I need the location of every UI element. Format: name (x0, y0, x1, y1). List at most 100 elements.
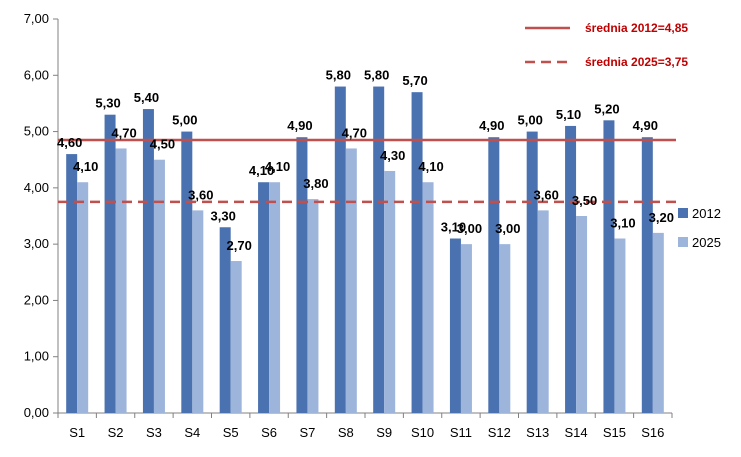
x-tick-label: S13 (526, 425, 549, 440)
x-tick-label: S4 (184, 425, 200, 440)
x-tick-label: S10 (411, 425, 434, 440)
bar-2025-S6 (269, 182, 281, 413)
bar-2012-S11 (449, 238, 461, 413)
data-label-2025-S15: 3,10 (610, 216, 635, 231)
data-label-2025-S5: 2,70 (227, 238, 252, 253)
y-tick-label: 7,00 (24, 11, 49, 26)
bar-2012-S16 (641, 137, 653, 413)
legend-label-2025: 2025 (692, 235, 721, 250)
data-label-2025-S6: 4,10 (265, 159, 290, 174)
reference-lines (58, 138, 676, 204)
bar-2012-S12 (488, 137, 500, 413)
bar-2012-S4 (181, 131, 193, 414)
bar-2012-S3 (142, 109, 154, 414)
data-label-2012-S16: 4,90 (633, 118, 658, 133)
legend: średnia 2012=4,85 średnia 2025=3,75 2012 20… (525, 21, 721, 250)
legend-swatch-2025 (678, 237, 688, 247)
legend-label-2012: 2012 (692, 206, 721, 221)
data-label-2025-S13: 3,60 (534, 187, 559, 202)
data-label-2025-S1: 4,10 (73, 159, 98, 174)
x-tick-label: S5 (223, 425, 239, 440)
bar-2025-S15 (614, 238, 626, 413)
x-tick-label: S11 (450, 425, 472, 440)
data-label-2025-S8: 4,70 (342, 125, 367, 140)
bar-2012-S13 (526, 131, 538, 414)
bar-2012-S1 (66, 154, 78, 414)
y-tick-label: 5,00 (24, 124, 49, 139)
bar-2025-S7 (307, 199, 319, 413)
bar-2025-S12 (499, 244, 511, 413)
x-tick-label: S6 (261, 425, 277, 440)
y-tick-label: 0,00 (24, 405, 49, 420)
bar-2025-S10 (422, 182, 434, 413)
bar-2025-S9 (384, 170, 396, 413)
x-tick-label: S8 (338, 425, 354, 440)
y-tick-label: 2,00 (24, 292, 49, 307)
bar-2025-S3 (153, 159, 165, 413)
data-label-2012-S14: 5,10 (556, 107, 581, 122)
bar-2012-S15 (603, 120, 615, 414)
y-tick-label: 1,00 (24, 349, 49, 364)
bar-2025-S1 (77, 182, 89, 413)
legend-swatch-2012 (678, 208, 688, 218)
y-tick-label: 3,00 (24, 236, 49, 251)
bar-2012-S5 (219, 227, 231, 413)
x-tick-label: S1 (69, 425, 85, 440)
data-label-2025-S11: 3,00 (457, 221, 482, 236)
data-label-2012-S10: 5,70 (402, 73, 427, 88)
data-label-2012-S7: 4,90 (287, 118, 312, 133)
bar-2025-S4 (192, 210, 204, 413)
x-tick-label: S14 (564, 425, 587, 440)
data-label-2012-S5: 3,30 (211, 208, 236, 223)
data-label-2012-S4: 5,00 (172, 113, 197, 128)
bar-2012-S10 (411, 92, 423, 414)
data-labels: 4,60 5,30 5,40 5,00 3,30 4,10 4,90 5,80 5,80 5,70… (57, 68, 674, 253)
y-tick-label: 6,00 (24, 67, 49, 82)
data-label-2025-S9: 4,30 (380, 148, 405, 163)
data-label-2025-S7: 3,80 (303, 176, 328, 191)
data-label-2012-S2: 5,30 (95, 96, 120, 111)
x-tick-label: S12 (488, 425, 511, 440)
x-tick-label: S16 (641, 425, 664, 440)
data-label-2012-S8: 5,80 (326, 68, 351, 83)
bar-2025-S16 (652, 232, 664, 413)
bar-2012-S14 (565, 125, 577, 413)
data-label-2025-S2: 4,70 (111, 125, 136, 140)
bar-2025-S5 (230, 261, 242, 413)
bar-2025-S8 (345, 148, 357, 413)
x-tick-label: S15 (603, 425, 626, 440)
bar-2025-S2 (115, 148, 127, 413)
data-label-2025-S4: 3,60 (188, 187, 213, 202)
bar-2025-S14 (576, 216, 588, 413)
x-tick-label: S7 (299, 425, 315, 440)
data-label-2025-S16: 3,20 (649, 210, 674, 225)
data-label-2012-S1: 4,60 (57, 135, 82, 150)
bar-2025-S11 (460, 244, 472, 413)
bar-2012-S2 (104, 114, 116, 413)
x-tick-label: S2 (108, 425, 124, 440)
data-label-2025-S12: 3,00 (495, 221, 520, 236)
bar-series-group (66, 86, 664, 414)
data-label-2025-S3: 4,50 (150, 137, 175, 152)
x-tick-label: S9 (376, 425, 392, 440)
data-label-2012-S6: 4,10 (249, 163, 274, 178)
data-label-2025-S14: 3,50 (572, 193, 597, 208)
data-label-2025-S10: 4,10 (418, 159, 443, 174)
data-label-2012-S12: 4,90 (479, 118, 504, 133)
bar-2012-S8 (334, 86, 346, 414)
data-label-2012-S3: 5,40 (134, 90, 159, 105)
legend-reference-label-2: średnia 2025=3,75 (585, 55, 688, 69)
bar-2012-S7 (296, 137, 308, 413)
legend-reference-label-1: średnia 2012=4,85 (585, 21, 688, 35)
bar-2012-S9 (373, 86, 385, 414)
bar-2012-S6 (258, 182, 270, 413)
data-label-2012-S11: 3,10 (441, 220, 466, 235)
data-label-2012-S9: 5,80 (364, 68, 389, 83)
y-axis: 0,00 1,00 2,00 3,00 4,00 5,00 6,00 7,00 (24, 11, 59, 420)
bar-2025-S13 (537, 210, 549, 413)
data-label-2012-S15: 5,20 (594, 101, 619, 116)
x-tick-label: S3 (146, 425, 162, 440)
data-label-2012-S13: 5,00 (518, 113, 543, 128)
y-tick-label: 4,00 (24, 180, 49, 195)
